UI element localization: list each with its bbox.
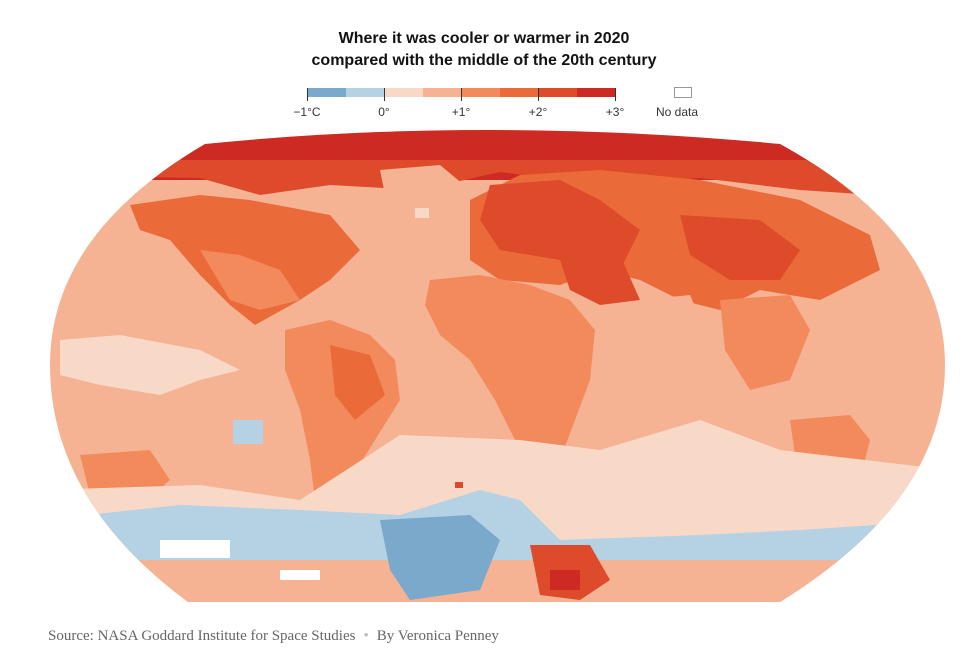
siberia-warm xyxy=(680,215,800,280)
source-credit: Source: NASA Goddard Institute for Space… xyxy=(48,628,499,645)
source-text: Source: NASA Goddard Institute for Space… xyxy=(48,628,356,644)
color-legend: −1°C 0° +1° +2° +3° No data xyxy=(0,84,968,124)
no-data-patch-1 xyxy=(160,540,230,558)
legend-swatch-4 xyxy=(461,88,500,97)
map-title: Where it was cooler or warmer in 2020 co… xyxy=(0,28,968,72)
south-asia xyxy=(640,295,710,370)
legend-swatch-1 xyxy=(345,88,384,97)
southern-cool-band xyxy=(50,490,945,560)
legend-swatch-3 xyxy=(422,88,461,97)
no-data-label: No data xyxy=(656,105,699,119)
pacific-cool-patch xyxy=(233,420,263,444)
legend-label-2: +1° xyxy=(451,105,471,119)
legend-swatch-2 xyxy=(384,88,423,97)
byline: By Veronica Penney xyxy=(376,628,499,644)
warm-spot xyxy=(455,482,463,488)
legend-swatch-6 xyxy=(538,88,577,97)
title-line-1: Where it was cooler or warmer in 2020 xyxy=(338,30,630,47)
antarctica-cool xyxy=(380,515,500,600)
legend-label-4: +3° xyxy=(605,105,625,119)
southeast-asia xyxy=(720,295,810,390)
legend-tick-3 xyxy=(537,88,539,101)
pacific-pale-band xyxy=(60,335,240,395)
legend-color-scale xyxy=(307,88,615,97)
africa xyxy=(425,275,595,470)
legend-label-3: +2° xyxy=(528,105,548,119)
no-data-patch-2 xyxy=(280,570,320,580)
amazon-warm xyxy=(330,345,385,420)
legend-tick-4 xyxy=(614,88,616,101)
legend-label-0: −1°C xyxy=(293,105,321,119)
subarctic-region xyxy=(50,160,945,200)
greenland-patch xyxy=(415,208,429,218)
separator-dot: • xyxy=(363,628,369,644)
north-america-south xyxy=(200,250,300,310)
legend-label-1: 0° xyxy=(378,105,390,119)
antarctica xyxy=(50,560,945,602)
legend-swatch-0 xyxy=(307,88,346,97)
title-line-2: compared with the middle of the 20th cen… xyxy=(311,52,657,69)
greenland xyxy=(380,165,470,240)
legend-tick-1 xyxy=(383,88,385,101)
no-data-swatch xyxy=(674,87,692,98)
map-regions xyxy=(50,130,945,602)
middle-east xyxy=(560,255,640,305)
europe-warm xyxy=(480,180,640,270)
legend-swatch-5 xyxy=(499,88,538,97)
legend-swatch-7 xyxy=(576,88,615,97)
antarctica-hot xyxy=(550,570,580,590)
legend-tick-2 xyxy=(460,88,462,101)
legend-tick-0 xyxy=(306,88,308,101)
